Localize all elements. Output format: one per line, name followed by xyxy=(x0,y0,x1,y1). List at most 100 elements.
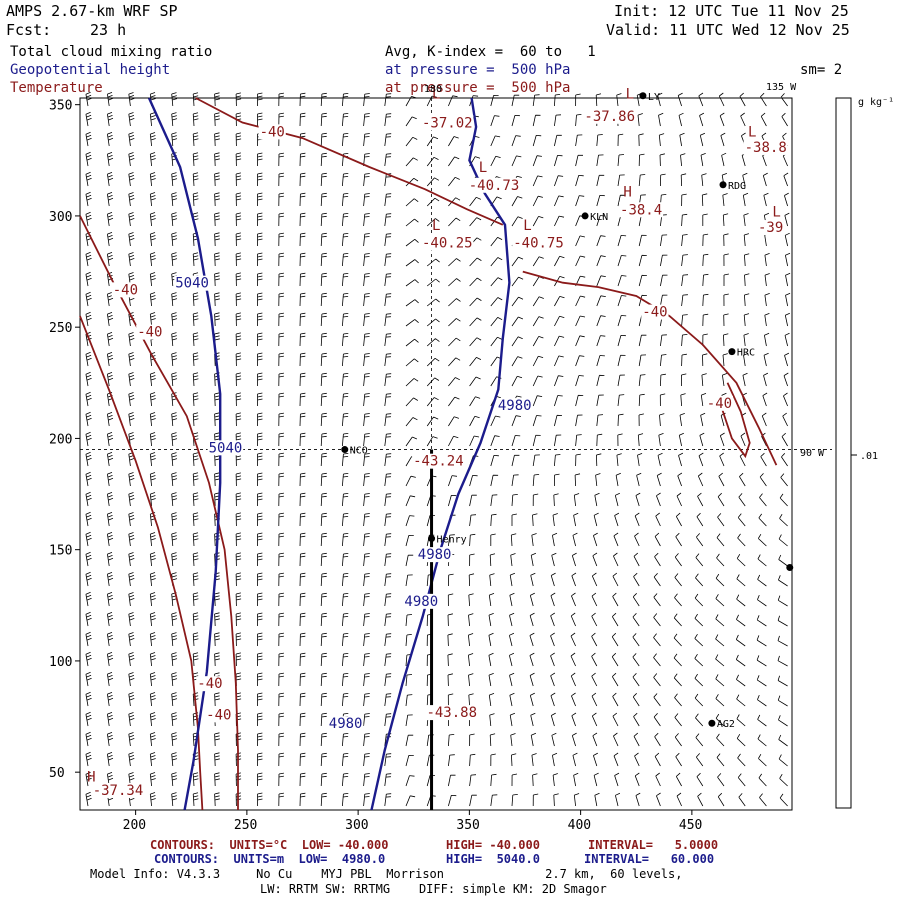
field-cloud: Total cloud mixing ratio xyxy=(10,44,213,60)
temperature-contour-label: -40.75 xyxy=(513,236,564,252)
wind-barbs xyxy=(85,91,791,807)
height-contour-label: 4980 xyxy=(498,398,532,414)
label-background xyxy=(91,782,145,798)
label-background xyxy=(583,108,636,124)
temperature-contour-label: -37.34 xyxy=(93,783,144,799)
field-temperature: Temperature xyxy=(10,80,103,96)
temperature-contour-label: -40 xyxy=(113,282,138,298)
extremum-marker: L xyxy=(479,160,487,176)
label-background xyxy=(403,593,440,609)
label-background xyxy=(412,453,465,469)
temperature-contour-label: -40 xyxy=(707,396,732,412)
station-marker xyxy=(581,212,589,220)
extremum-marker: L xyxy=(772,204,780,220)
x-tick-label: 400 xyxy=(568,818,591,833)
model-title: AMPS 2.67-km WRF SP xyxy=(6,2,178,20)
label-background xyxy=(512,235,565,251)
label-background xyxy=(207,440,244,456)
label-background xyxy=(258,124,286,140)
height-contour xyxy=(370,97,511,811)
y-tick-label: 100 xyxy=(49,655,72,670)
station-marker xyxy=(639,92,647,100)
temperature-contour-label: -38.8 xyxy=(745,140,787,156)
height-contour-label: 5040 xyxy=(209,440,243,456)
footer-height-contours: CONTOURS: UNITS=m LOW= 4980.0 xyxy=(154,852,386,866)
height-contour-label: 4980 xyxy=(418,547,452,563)
station-label: LY xyxy=(648,92,660,103)
station-label: AG2 xyxy=(717,719,735,730)
colorbar-tick-label: .01 xyxy=(860,451,879,462)
temperature-contour-label: -40.73 xyxy=(469,178,520,194)
station-label: HRC xyxy=(737,348,755,359)
y-tick-label: 150 xyxy=(49,544,72,559)
label-background xyxy=(619,202,664,218)
label-background xyxy=(421,235,474,251)
station-marker xyxy=(708,719,716,727)
footer-height-high: HIGH= 5040.0 xyxy=(446,852,540,866)
label-background xyxy=(327,716,364,732)
init-time: Init: 12 UTC Tue 11 Nov 25 xyxy=(614,2,849,20)
label-background xyxy=(425,705,478,721)
colorbar-unit: g kg⁻¹ xyxy=(858,97,895,108)
station-marker xyxy=(728,348,736,356)
extremum-marker: H xyxy=(87,770,95,786)
x-tick-label: 250 xyxy=(234,818,257,833)
station-label: KLN xyxy=(590,212,608,223)
y-tick-label: 50 xyxy=(49,766,65,781)
forecast-label: Fcst: xyxy=(6,21,52,39)
label-background xyxy=(756,220,785,236)
temperature-contour-label: -40 xyxy=(642,305,667,321)
label-background xyxy=(467,177,521,193)
label-background xyxy=(641,304,669,320)
label-background xyxy=(196,676,224,692)
temperature-contour-label: -40 xyxy=(206,707,231,723)
label-background xyxy=(205,707,233,723)
height-contours xyxy=(147,97,511,811)
wind-barb-field xyxy=(85,91,791,807)
height-contour-label: 4980 xyxy=(329,716,363,732)
extremum-marker: H xyxy=(623,184,631,200)
k-index-range: Avg, K-index = 60 to 1 xyxy=(385,44,596,60)
y-tick-label: 300 xyxy=(49,210,72,225)
height-contour-label: 5040 xyxy=(175,276,209,292)
temperature-contour-label: -43.24 xyxy=(413,454,464,470)
temperature-contour-label: -38.4 xyxy=(620,202,662,218)
height-contour xyxy=(147,97,222,811)
extremum-marker: L xyxy=(626,87,634,103)
x-tick-label: 300 xyxy=(345,818,368,833)
station-label: NCO xyxy=(350,446,368,457)
x-tick-label: 450 xyxy=(679,818,702,833)
label-background xyxy=(743,139,788,155)
footer-model-info: Model Info: V4.3.3 No Cu MYJ PBL Morriso… xyxy=(90,867,683,881)
footer-physics: LW: RRTM SW: RRTMG DIFF: simple KM: 2D S… xyxy=(260,882,607,896)
label-background xyxy=(496,398,533,414)
footer-temp-contours: CONTOURS: UNITS=°C LOW= -40.000 xyxy=(150,838,389,852)
temperature-contour xyxy=(195,97,504,226)
pressure-temperature: at pressure = 500 hPa xyxy=(385,80,571,96)
pressure-height: at pressure = 500 hPa xyxy=(385,62,571,78)
temperature-contour xyxy=(719,382,751,459)
temperature-contour xyxy=(79,215,239,810)
temperature-contour-label: -37.86 xyxy=(584,109,635,125)
meridian-label-right: 90 W xyxy=(800,448,825,459)
x-tick-label: 350 xyxy=(456,818,479,833)
label-background xyxy=(111,282,139,298)
smoothing: sm= 2 xyxy=(800,62,843,78)
footer-temp-high: HIGH= -40.000 xyxy=(446,838,540,852)
temperature-contour-label: -40 xyxy=(197,676,222,692)
label-background xyxy=(421,115,474,131)
temperature-contour-label: -43.88 xyxy=(426,705,477,721)
meridian-label-top-right: 135 W xyxy=(766,82,797,93)
station-marker xyxy=(428,535,436,543)
label-background xyxy=(136,324,164,340)
footer-height-interval: INTERVAL= 60.000 xyxy=(584,852,715,866)
temperature-contour xyxy=(79,315,204,811)
stations: LY RDG KLN HRC NCO Henry AG2 xyxy=(341,92,794,730)
station-marker xyxy=(786,563,794,571)
forecast-hour: 23 h xyxy=(90,21,127,39)
label-background xyxy=(174,275,210,291)
colorbar xyxy=(835,97,852,809)
station-label: Henry xyxy=(437,535,467,546)
footer-temp-interval: INTERVAL= 5.0000 xyxy=(588,838,719,852)
extremum-marker: L xyxy=(523,218,531,234)
